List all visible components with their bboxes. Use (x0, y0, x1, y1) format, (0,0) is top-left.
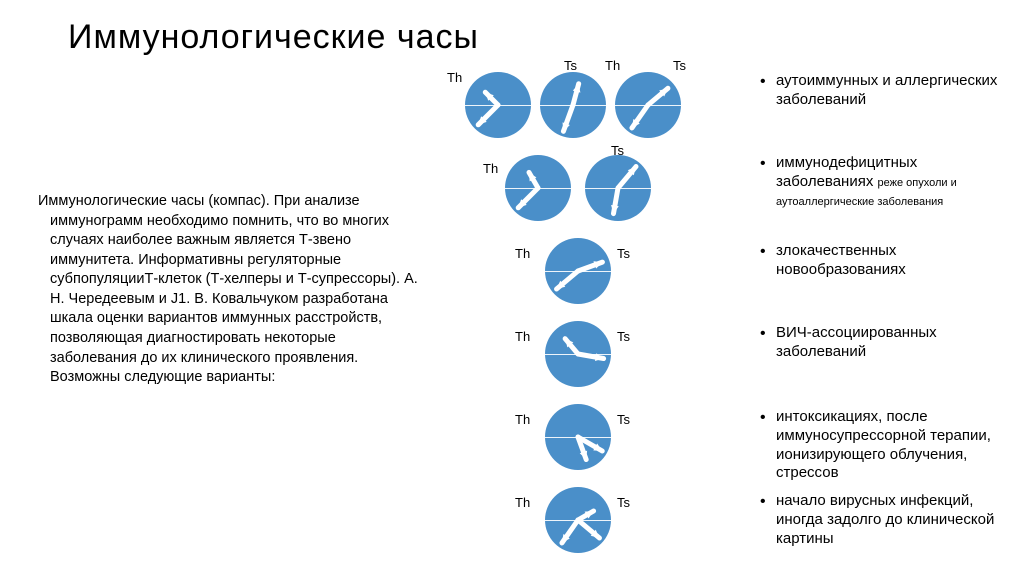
ts-label: Ts (617, 495, 630, 510)
clock-face (545, 238, 611, 304)
clock-face (545, 404, 611, 470)
clock-face (465, 72, 531, 138)
clock-face (585, 155, 651, 221)
ts-label: Ts (564, 58, 577, 73)
clock-c1b: Ts (540, 72, 606, 138)
arrow-layer (585, 155, 651, 221)
th-label: Th (605, 58, 620, 73)
condition-item-1: иммунодефицитных заболеваниях реже опухо… (760, 154, 1015, 210)
th-label: Th (447, 70, 462, 85)
clock-diagram: ThTsThTsThTsThTsThTsThTsThTs (435, 62, 755, 572)
condition-item-3: ВИЧ-ассоциированных заболеваний (760, 324, 1015, 362)
clock-face (615, 72, 681, 138)
th-label: Th (515, 495, 530, 510)
th-label: Th (515, 329, 530, 344)
condition-item-4: интоксикациях, после иммуносупрессорной … (760, 408, 1015, 483)
ts-label: Ts (617, 412, 630, 427)
page-title: Иммунологические часы (68, 18, 479, 57)
condition-item-5: начало вирусных инфекций, иногда задолго… (760, 492, 1015, 548)
arrow-layer (545, 487, 611, 553)
clock-face (545, 321, 611, 387)
ts-label: Ts (611, 143, 624, 158)
arrow-layer (540, 72, 606, 138)
clock-c2a: Th (505, 155, 571, 221)
clock-face (540, 72, 606, 138)
clock-c5: ThTs (545, 404, 611, 470)
clock-face (545, 487, 611, 553)
clock-c4: ThTs (545, 321, 611, 387)
ts-label: Ts (617, 246, 630, 261)
clock-c2b: Ts (585, 155, 651, 221)
description-text: Иммунологические часы (компас). При анал… (20, 192, 420, 388)
th-label: Th (515, 412, 530, 427)
arrow-layer (545, 238, 611, 304)
conditions-list: аутоиммунных и аллергических заболеваний… (760, 72, 1015, 572)
condition-item-2: злокачественных новообразованиях (760, 242, 1015, 280)
arrow-layer (505, 155, 571, 221)
description-paragraph: Иммунологические часы (компас). При анал… (20, 192, 420, 388)
clock-c3: ThTs (545, 238, 611, 304)
arrow-layer (545, 404, 611, 470)
arrow-layer (615, 72, 681, 138)
clock-face (505, 155, 571, 221)
ts-label: Ts (673, 58, 686, 73)
clock-c6: ThTs (545, 487, 611, 553)
th-label: Th (515, 246, 530, 261)
th-label: Th (483, 161, 498, 176)
ts-label: Ts (617, 329, 630, 344)
clock-c1a: Th (465, 72, 531, 138)
arrow-layer (545, 321, 611, 387)
condition-item-0: аутоиммунных и аллергических заболеваний (760, 72, 1015, 110)
clock-c1c: ThTs (615, 72, 681, 138)
arrow-layer (465, 72, 531, 138)
